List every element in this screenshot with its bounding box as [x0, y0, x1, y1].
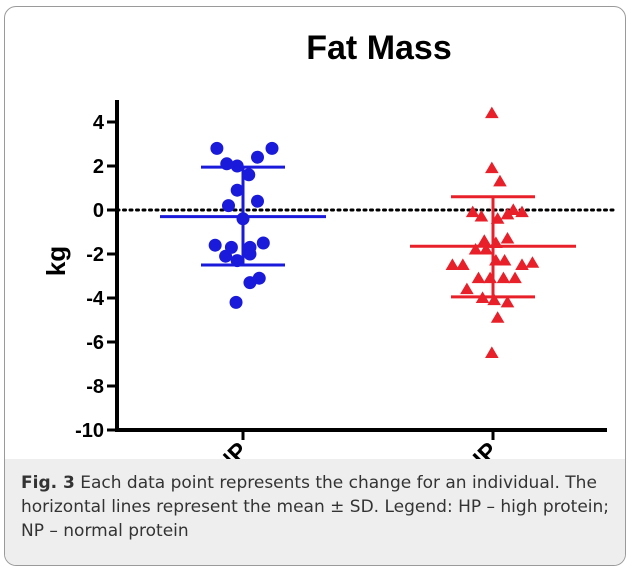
y-tick-label: -10 [75, 420, 104, 442]
hp-data-point [496, 271, 511, 284]
hp-data-point [465, 205, 480, 218]
hp-data-point [493, 174, 507, 187]
x-tick-label-np: NP [211, 437, 254, 459]
y-tick-label: -4 [86, 288, 105, 310]
hp-data-point [456, 258, 470, 270]
hp-data-point [483, 271, 497, 284]
chart-title: Fat Mass [306, 29, 452, 67]
caption-text: Each data point represents the change fo… [21, 473, 610, 541]
np-data-point [229, 295, 243, 309]
np-data-point [256, 236, 270, 250]
fat-mass-chart: Fat Mass kg 4 2 0 -2 -4 -6 -8 -10 NP HP [41, 29, 619, 459]
y-tick-label: -6 [86, 332, 104, 354]
hp-data-point [445, 258, 460, 270]
np-data-point [219, 249, 233, 263]
hp-data-point [485, 106, 499, 119]
np-data-point [222, 199, 235, 213]
hp-data-point [490, 212, 505, 224]
hp-data-point [489, 254, 503, 266]
hp-data-point [515, 258, 529, 270]
figure-caption: Fig. 3 Each data point represents the ch… [21, 471, 611, 543]
np-data-point [210, 141, 224, 155]
np-data-point [230, 159, 244, 173]
x-tick-label-hp: HP [461, 437, 504, 459]
hp-data-point [479, 243, 493, 255]
hp-data-point [485, 161, 499, 174]
np-data-point [265, 141, 279, 155]
caption-label: Fig. 3 [21, 473, 75, 493]
hp-data-point [506, 203, 521, 215]
hp-data-point [485, 346, 499, 358]
hp-data-point [500, 232, 515, 244]
hp-data-point [475, 291, 490, 303]
y-tick-label: -2 [86, 244, 104, 266]
hp-data-point [525, 256, 540, 268]
np-data-point [208, 238, 222, 252]
hp-data-point [497, 254, 512, 266]
hp-data-point [508, 271, 522, 284]
np-data-point [251, 194, 264, 208]
np-data-point [252, 271, 266, 285]
np-data-point [220, 157, 234, 171]
y-tick-label: 0 [93, 200, 104, 222]
np-data-point [243, 247, 257, 261]
np-data-point [230, 254, 244, 268]
np-data-point [230, 183, 244, 197]
hp-data-point [500, 295, 515, 308]
hp-data-point [468, 243, 483, 255]
np-data-point [251, 150, 264, 164]
hp-data-point [477, 234, 492, 246]
hp-data-point [460, 282, 474, 295]
figure-card: Fat Mass kg 4 2 0 -2 -4 -6 -8 -10 NP HP Fig. 3 Ea… [4, 6, 626, 566]
plot-area: 4 2 0 -2 -4 -6 -8 -10 NP HP [75, 100, 619, 459]
hp-data-point [471, 271, 486, 284]
hp-data-point [487, 293, 501, 306]
hp-data-point [489, 236, 503, 248]
y-tick-label: 4 [93, 112, 105, 134]
hp-data-point [490, 311, 505, 323]
caption-area: Fig. 3 Each data point represents the ch… [5, 459, 625, 565]
np-data-point [242, 168, 256, 182]
y-tick-label: 2 [93, 156, 104, 178]
y-tick-label: -8 [86, 376, 104, 398]
np-data-point [236, 212, 250, 226]
hp-data-point [474, 210, 489, 222]
y-axis-label: kg [41, 246, 71, 276]
